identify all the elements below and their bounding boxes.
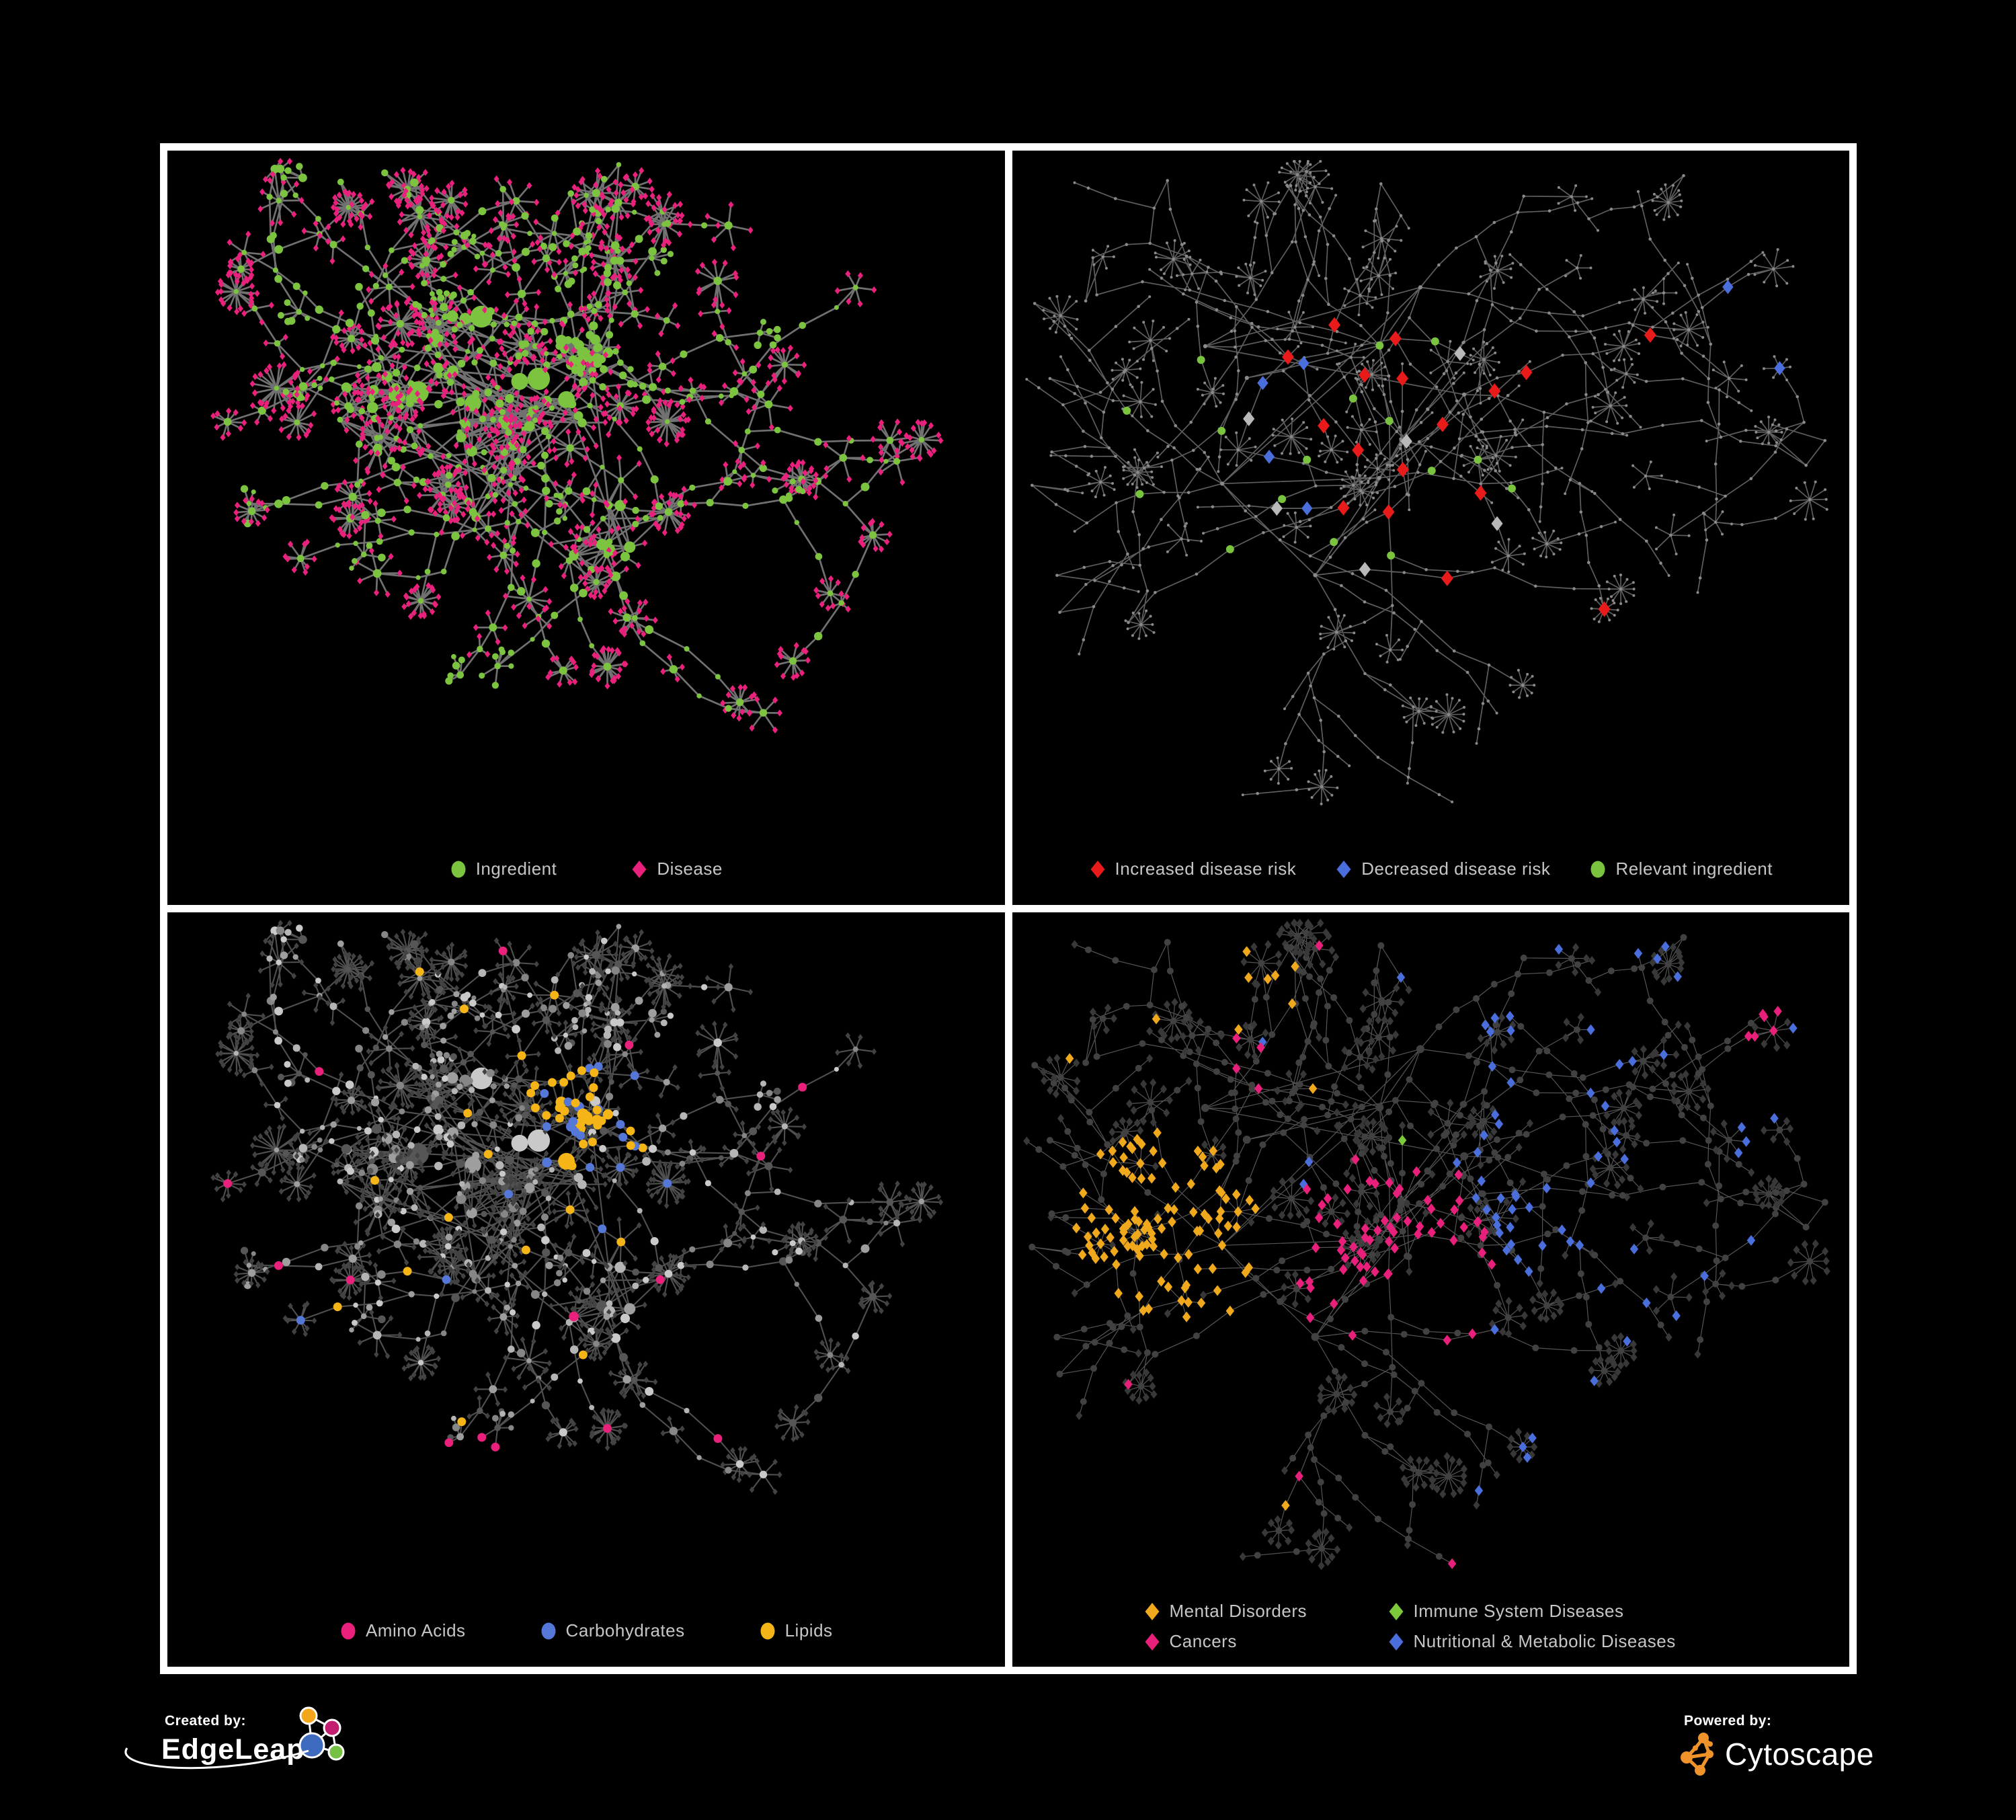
panel-ingredient-disease: Ingredient Disease (167, 151, 1005, 905)
legend-circle-marker (1590, 861, 1605, 877)
panel-disease-risk: Increased disease risk Decreased disease … (1012, 151, 1850, 905)
legend-item: Disease (631, 859, 722, 879)
legend-label: Carbohydrates (565, 1620, 685, 1640)
legend-item: Nutritional & Metabolic Diseases (1387, 1631, 1676, 1652)
network-canvas (210, 157, 944, 734)
legend-item: Decreased disease risk (1335, 859, 1550, 879)
edgeleap-logo-icon (298, 1706, 345, 1761)
cytoscape-logo: Cytoscape (1679, 1729, 1874, 1779)
legend-label: Ingredient (475, 859, 557, 879)
legend: Increased disease risk Decreased disease … (1012, 859, 1850, 879)
panel-nutrient-classes: Amino Acids Carbohydrates Lipids (167, 912, 1005, 1667)
legend-label: Decreased disease risk (1361, 859, 1551, 879)
legend-item: Relevant ingredient (1589, 859, 1773, 879)
created-by-label: Created by: (165, 1713, 247, 1729)
network-canvas (210, 920, 944, 1495)
legend-diamond-marker (1145, 1632, 1159, 1651)
panel-disease-classes: Mental Disorders Immune System Diseases Ca… (1012, 912, 1849, 1667)
legend-diamond-marker (632, 860, 647, 878)
cytoscape-logo-text: Cytoscape (1725, 1737, 1874, 1772)
legend-item: Ingredient (450, 859, 557, 879)
legend-circle-marker (760, 1622, 775, 1639)
legend-label: Amino Acids (365, 1620, 466, 1640)
edgeleap-logo-text: EdgeLeap (161, 1733, 305, 1766)
legend-label: Mental Disorders (1169, 1601, 1307, 1621)
legend: Ingredient Disease (167, 859, 1005, 879)
legend-label: Immune System Diseases (1413, 1601, 1624, 1621)
legend-circle-marker (341, 1622, 356, 1639)
legend-item: Lipids (759, 1620, 833, 1641)
legend-label: Nutritional & Metabolic Diseases (1413, 1631, 1676, 1651)
legend-diamond-marker (1145, 1602, 1159, 1620)
legend: Amino Acids Carbohydrates Lipids (167, 1620, 1005, 1641)
edgeleap-swoosh (124, 1747, 309, 1770)
legend-circle-marker (451, 861, 466, 877)
legend-diamond-marker (1389, 1602, 1403, 1620)
cytoscape-logo-icon (1681, 1733, 1713, 1776)
legend-label: Increased disease risk (1115, 859, 1297, 879)
legend-item: Mental Disorders (1143, 1601, 1387, 1622)
network-canvas (1022, 918, 1830, 1571)
legend-item: Cancers (1143, 1631, 1387, 1652)
legend-item: Carbohydrates (540, 1620, 685, 1641)
network-canvas (1024, 160, 1828, 805)
legend-diamond-marker (1336, 860, 1351, 878)
panel-grid: Ingredient Disease Increased disease risk… (160, 143, 1857, 1674)
legend-label: Disease (657, 859, 723, 879)
legend-label: Cancers (1169, 1631, 1237, 1651)
legend: Mental Disorders Immune System Diseases Ca… (1143, 1601, 1676, 1652)
legend-item: Increased disease risk (1089, 859, 1297, 879)
legend-diamond-marker (1389, 1632, 1403, 1651)
legend-diamond-marker (1090, 860, 1105, 878)
legend-item: Amino Acids (339, 1620, 466, 1641)
legend-circle-marker (541, 1622, 556, 1639)
legend-label: Lipids (784, 1620, 833, 1640)
legend-label: Relevant ingredient (1615, 859, 1773, 879)
legend-item: Immune System Diseases (1387, 1601, 1676, 1622)
powered-by-label: Powered by: (1684, 1713, 1772, 1729)
